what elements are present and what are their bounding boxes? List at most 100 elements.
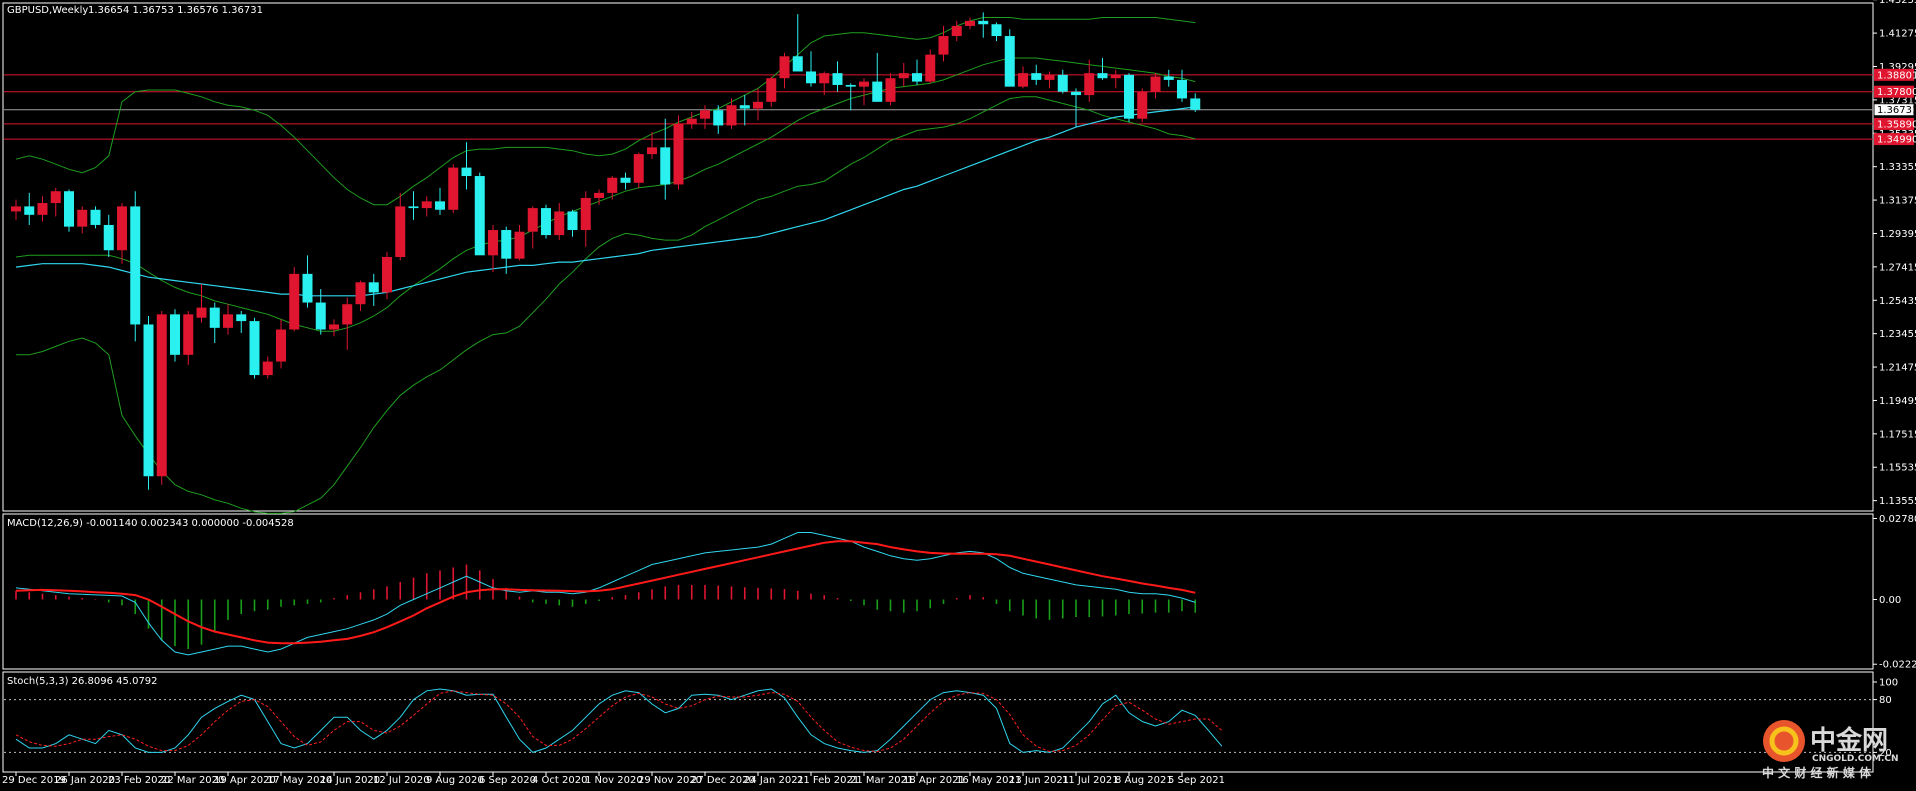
time-tick-label: 5 Sep 2021 xyxy=(1168,775,1225,786)
candle-body xyxy=(236,314,247,322)
candle-6 xyxy=(90,206,101,229)
time-tick-label: 9 Aug 2020 xyxy=(426,775,484,786)
price-tag-label: 1.34990 xyxy=(1877,135,1916,146)
macd-histogram xyxy=(15,564,1197,650)
candle-76 xyxy=(1018,66,1028,89)
candle-50 xyxy=(673,115,684,190)
candle-17 xyxy=(236,310,247,333)
price-tick-label: 1.33355 xyxy=(1879,162,1916,173)
candle-39 xyxy=(527,206,538,249)
candle-2 xyxy=(37,196,48,222)
moving-average-line xyxy=(15,106,1196,297)
macd-signal-line xyxy=(15,540,1196,645)
price-tick-label: 1.37315 xyxy=(1879,95,1916,106)
candle-body xyxy=(117,206,127,251)
time-tick-label: 11 Jul 2021 xyxy=(1062,775,1119,786)
candle-body xyxy=(1177,79,1187,99)
candle-81 xyxy=(1084,59,1095,102)
candle-body xyxy=(11,206,21,212)
candle-body xyxy=(156,314,167,477)
candle-body xyxy=(792,56,803,72)
candle-body xyxy=(766,78,777,102)
macd-title: MACD(12,26,9) -0.001140 0.002343 0.00000… xyxy=(7,518,294,529)
candle-body xyxy=(898,73,909,79)
candle-57 xyxy=(766,76,777,107)
candle-body xyxy=(209,307,220,328)
candle-body xyxy=(474,176,485,256)
candle-66 xyxy=(885,73,896,106)
candle-53 xyxy=(713,105,724,134)
time-tick-label: 29 Dec 2019 xyxy=(2,775,66,786)
candle-32 xyxy=(435,187,445,215)
candle-body xyxy=(315,302,326,330)
candle-body xyxy=(1190,98,1201,110)
candle-83 xyxy=(1110,69,1121,89)
time-tick-label: 29 Nov 2020 xyxy=(638,775,702,786)
candle-84 xyxy=(1124,73,1134,123)
bollinger-upper-line xyxy=(15,17,1196,206)
candle-body xyxy=(1004,36,1015,87)
time-tick-label: 24 Jan 2021 xyxy=(744,775,804,786)
macd-line xyxy=(15,532,1196,656)
candle-body xyxy=(554,211,565,236)
frames xyxy=(2,2,1874,773)
candle-19 xyxy=(262,356,273,379)
time-tick-label: 27 Dec 2020 xyxy=(691,775,755,786)
time-tick-label: 19 Apr 2020 xyxy=(214,775,276,786)
stoch-tick-label: 80 xyxy=(1879,695,1892,706)
candle-5 xyxy=(77,206,88,234)
candle-38 xyxy=(514,224,525,261)
candle-49 xyxy=(660,118,671,200)
candle-body xyxy=(1097,73,1108,79)
candle-78 xyxy=(1044,71,1055,89)
candle-58 xyxy=(779,52,790,89)
price-tag-label: 1.38801 xyxy=(1877,70,1916,81)
ohlc-readout: 1.36654 1.36753 1.36576 1.36731 xyxy=(88,5,263,16)
candle-61 xyxy=(819,71,830,96)
candle-77 xyxy=(1031,64,1042,85)
candle-body xyxy=(660,147,671,185)
price-tick-label: 1.31375 xyxy=(1879,196,1916,207)
macd-lines xyxy=(15,532,1196,656)
candle-80 xyxy=(1071,88,1081,128)
cngold-watermark: 中金网 CNGOLD.COM.CN 中 文 财 经 新 媒 体 xyxy=(1762,720,1899,780)
candle-body xyxy=(24,206,35,215)
candle-12 xyxy=(170,309,180,362)
candle-63 xyxy=(845,83,856,111)
watermark-domain: CNGOLD.COM.CN xyxy=(1812,754,1899,764)
price-tick-label: 1.21475 xyxy=(1879,363,1916,374)
candle-body xyxy=(488,230,498,256)
price-tick-label: 1.15535 xyxy=(1879,463,1916,474)
candle-body xyxy=(435,201,445,210)
candle-body xyxy=(580,197,591,231)
candle-23 xyxy=(315,289,326,335)
time-tick-label: 26 Jan 2020 xyxy=(55,775,115,786)
bollinger-bands xyxy=(15,17,1196,514)
watermark-slogan: 中 文 财 经 新 媒 体 xyxy=(1762,765,1872,780)
candle-body xyxy=(514,231,525,259)
price-tick-label: 1.19495 xyxy=(1879,396,1916,407)
time-tick-label: 1 Nov 2020 xyxy=(585,775,643,786)
candle-body xyxy=(951,25,962,37)
stoch-axis: 100 80 20 xyxy=(1873,678,1898,759)
price-tick-label: 1.39295 xyxy=(1879,62,1916,73)
macd-tick-label: -0.022201 xyxy=(1879,660,1916,671)
stoch-tick-label: 100 xyxy=(1879,678,1898,689)
candle-body xyxy=(130,206,141,325)
candle-body xyxy=(633,154,644,183)
horizontal-levels xyxy=(4,74,1873,140)
candle-body xyxy=(302,273,313,303)
cngold-logo-icon xyxy=(1763,720,1805,762)
price-tag-label: 1.37800 xyxy=(1877,87,1916,98)
candle-34 xyxy=(461,142,472,190)
candle-body xyxy=(1071,91,1081,96)
candle-70 xyxy=(938,25,949,62)
candle-body xyxy=(289,273,300,330)
candle-body xyxy=(1084,73,1095,96)
candle-body xyxy=(395,206,406,257)
candle-body xyxy=(382,257,392,293)
time-tick-label: 22 Mar 2020 xyxy=(161,775,224,786)
candle-36 xyxy=(488,224,498,273)
candle-87 xyxy=(1163,69,1174,87)
